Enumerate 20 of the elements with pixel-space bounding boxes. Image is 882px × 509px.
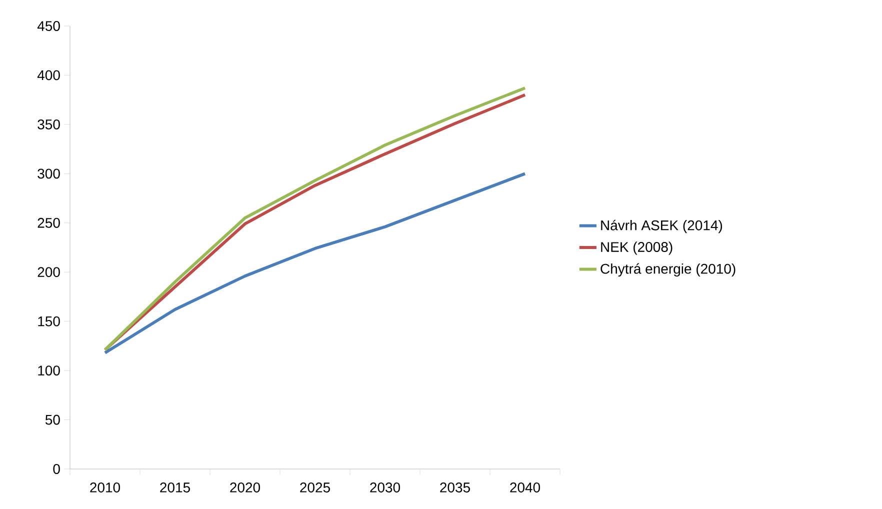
y-tick-label: 50 — [45, 414, 60, 425]
y-tick-label: 450 — [37, 21, 60, 31]
y-tick-label: 400 — [37, 70, 60, 80]
x-tick-label: 2010 — [90, 482, 120, 492]
y-tick-label: 100 — [38, 366, 60, 376]
y-tick-label: 350 — [38, 119, 60, 130]
x-tick-label: 2025 — [300, 482, 330, 492]
x-tick-label: 2030 — [370, 482, 400, 492]
legend-label: Návrh ASEK (2014) — [601, 220, 722, 234]
legend-label: NEK (2008) — [601, 242, 672, 255]
y-tick-label: 300 — [38, 168, 60, 179]
x-tick-label: 2020 — [230, 482, 260, 492]
y-tick-label: 200 — [38, 267, 60, 278]
y-tick-label: 0 — [53, 464, 60, 474]
x-tick-label: 2015 — [160, 482, 190, 492]
y-tick-label: 250 — [38, 218, 60, 228]
x-tick-label: 2035 — [440, 482, 470, 492]
legend-label: Chytrá energie (2010) — [600, 263, 736, 277]
x-tick-label: 2040 — [510, 482, 540, 492]
y-tick-label: 150 — [38, 316, 60, 326]
